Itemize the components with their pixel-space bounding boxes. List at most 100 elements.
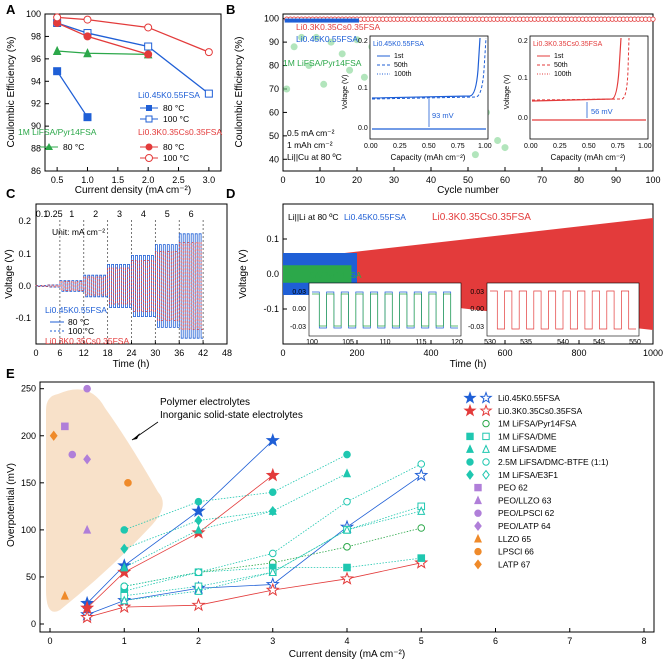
panel-b-blue-point <box>343 18 348 23</box>
panel-a-xtick-label: 3.0 <box>203 175 216 185</box>
d-inset-2-xtick: 540 <box>557 339 569 346</box>
panel-e-point <box>120 526 129 534</box>
panel-c-ytick: 0.2 <box>18 216 31 226</box>
panel-b-blue-point <box>306 18 311 23</box>
panel-c-step-label: 0.1 <box>36 209 49 219</box>
panel-e-point <box>61 422 69 431</box>
panel-d-inset-2: 0.03 0.00 -0.03 530 535 540 545 550 <box>468 282 641 346</box>
d-inset-1-ytick: 0.03 <box>292 289 306 296</box>
panel-b-blue-point <box>314 18 319 23</box>
panel-d-inset-2-red-trace <box>490 290 636 330</box>
d-inset-1-xtick: 110 <box>379 339 390 346</box>
panel-e-point <box>120 582 129 591</box>
panel-e-legend-marker <box>466 432 474 441</box>
panel-e-legend-label: 1M LiFSA/E3F1 <box>498 470 558 480</box>
panel-b-xtick-label: 40 <box>426 175 436 185</box>
inset-2-legend-3: 100th <box>554 71 572 78</box>
panel-e-point <box>417 524 426 532</box>
panel-label-b: B <box>226 2 235 17</box>
panel-e-legend-marker <box>474 559 482 570</box>
panel-a-point <box>204 48 213 57</box>
panel-c-step-label: 1 <box>69 209 74 219</box>
panel-d-red-label: Li0.3K0.35Cs0.35FSA <box>432 212 531 223</box>
panel-e-point <box>60 590 69 600</box>
panel-a-ytick-label: 94 <box>31 76 41 86</box>
panel-d-xtick-label: 200 <box>349 348 364 358</box>
panel-b-xtick-label: 30 <box>389 175 399 185</box>
panel-a-series-line-2 <box>57 50 149 56</box>
panel-a-legend-title-3: Li0.3K0.35Cs0.35FSA <box>138 127 222 137</box>
panel-b-ytick-label: 90 <box>269 37 279 47</box>
panel-b-green-point <box>320 80 328 88</box>
panel-e-point <box>343 450 351 459</box>
inset-1-curve-1st <box>371 37 481 99</box>
panel-a-point <box>53 67 62 76</box>
panel-b-blue-point <box>284 18 289 23</box>
inset-2-xtick: 0.75 <box>611 143 625 150</box>
inset-2-legend-2: 50th <box>554 62 568 69</box>
panel-d-inset-1: 0.03 0.00 -0.03 100 105 110 115 120 <box>290 282 463 346</box>
panel-b-cond-1: 0.5 mA cm⁻² <box>287 128 335 138</box>
inset-2-annot: 56 mV <box>591 107 613 116</box>
panel-e-annot-1: Polymer electrolytes <box>160 397 250 408</box>
inset-1-xtick: 0.25 <box>393 143 407 150</box>
panel-a-frame <box>44 13 222 172</box>
panel-e-legend-marker <box>474 509 482 517</box>
panel-e-legend-marker <box>482 419 490 428</box>
panel-c-ytick: 0.1 <box>18 249 31 259</box>
panel-b-blue-point <box>336 18 341 23</box>
panel-e-xtick-label: 5 <box>419 636 424 646</box>
panel-e-point <box>191 503 206 518</box>
inset-2-ytick: 0.1 <box>518 75 528 82</box>
panel-a-xlabel: Current density (mA cm⁻²) <box>75 185 191 196</box>
panel-b-ytick-label: 100 <box>264 14 279 24</box>
panel-e-shaded-region <box>46 389 163 612</box>
panel-a-ytick-label: 88 <box>31 144 41 154</box>
panel-c-chart: 0 6 12 18 24 30 36 42 48 0.2 0.1 0.0 -0.1 Time (… <box>4 203 232 370</box>
panel-a-point <box>144 50 153 59</box>
panel-b-green-point <box>312 33 320 41</box>
panel-a-series-line-4 <box>57 16 210 53</box>
panel-b-green-point <box>353 36 361 44</box>
panel-e-point <box>342 468 352 478</box>
panel-e-point <box>417 506 426 515</box>
panel-a-legend-marker <box>45 143 53 150</box>
panel-a-legend-80-1: 80 °C <box>163 103 184 113</box>
panel-e-ytick-label: 250 <box>21 384 36 394</box>
panel-b-xtick-label: 50 <box>463 175 473 185</box>
panel-e-legend-label: PEO/LPSCl 62 <box>498 508 554 518</box>
d-inset-1-xtick: 100 <box>306 339 318 346</box>
panel-b-green-point <box>305 62 313 70</box>
panel-b-ytick-label: 60 <box>269 107 279 117</box>
panel-d-cell-label: Li||Li at 80 ºC <box>288 212 339 222</box>
panel-e-legend-label: PEO 62 <box>498 483 528 493</box>
panel-e-point <box>124 479 132 487</box>
panel-e-legend-label: 4M LiFSA/DME <box>498 444 557 454</box>
panel-b-xtick-label: 90 <box>611 175 621 185</box>
panel-b-blue-point <box>295 18 300 23</box>
panel-e-legend-marker <box>466 444 474 453</box>
panel-a-point <box>144 23 153 32</box>
panel-a-ytick-label: 98 <box>31 31 41 41</box>
inset-1-legend-1: 1st <box>394 53 403 60</box>
panel-e-series-line-1 <box>86 474 422 615</box>
panel-c-legend-t2: Li0.3K0.35Cs0.35FSA <box>45 336 129 346</box>
panel-a-xtick-label: 1.0 <box>81 175 94 185</box>
panel-a-point <box>83 32 92 41</box>
panel-c-xtick-label: 6 <box>57 348 62 358</box>
panel-e-legend-marker <box>474 520 482 532</box>
panel-b-green-point <box>360 73 368 81</box>
panel-c-xtick-label: 42 <box>198 348 208 358</box>
panel-d-green-label: 1M LiFSA/Pyr14FSA <box>283 270 362 280</box>
panel-e-legend-marker <box>463 403 477 417</box>
inset-2-ytick: 0.2 <box>518 38 528 45</box>
inset-1-legend-3: 100th <box>394 71 412 78</box>
panel-e-ytick-label: 200 <box>21 431 36 441</box>
panel-a-point <box>144 42 153 51</box>
panel-e-point <box>414 467 429 482</box>
inset-1-xtick: 0.00 <box>364 143 378 150</box>
panel-a-ylabel: Coulombic Efficiency (%) <box>6 37 17 148</box>
panel-a-legend-80-2: 80 °C <box>63 142 84 152</box>
panel-e-point <box>265 433 280 447</box>
